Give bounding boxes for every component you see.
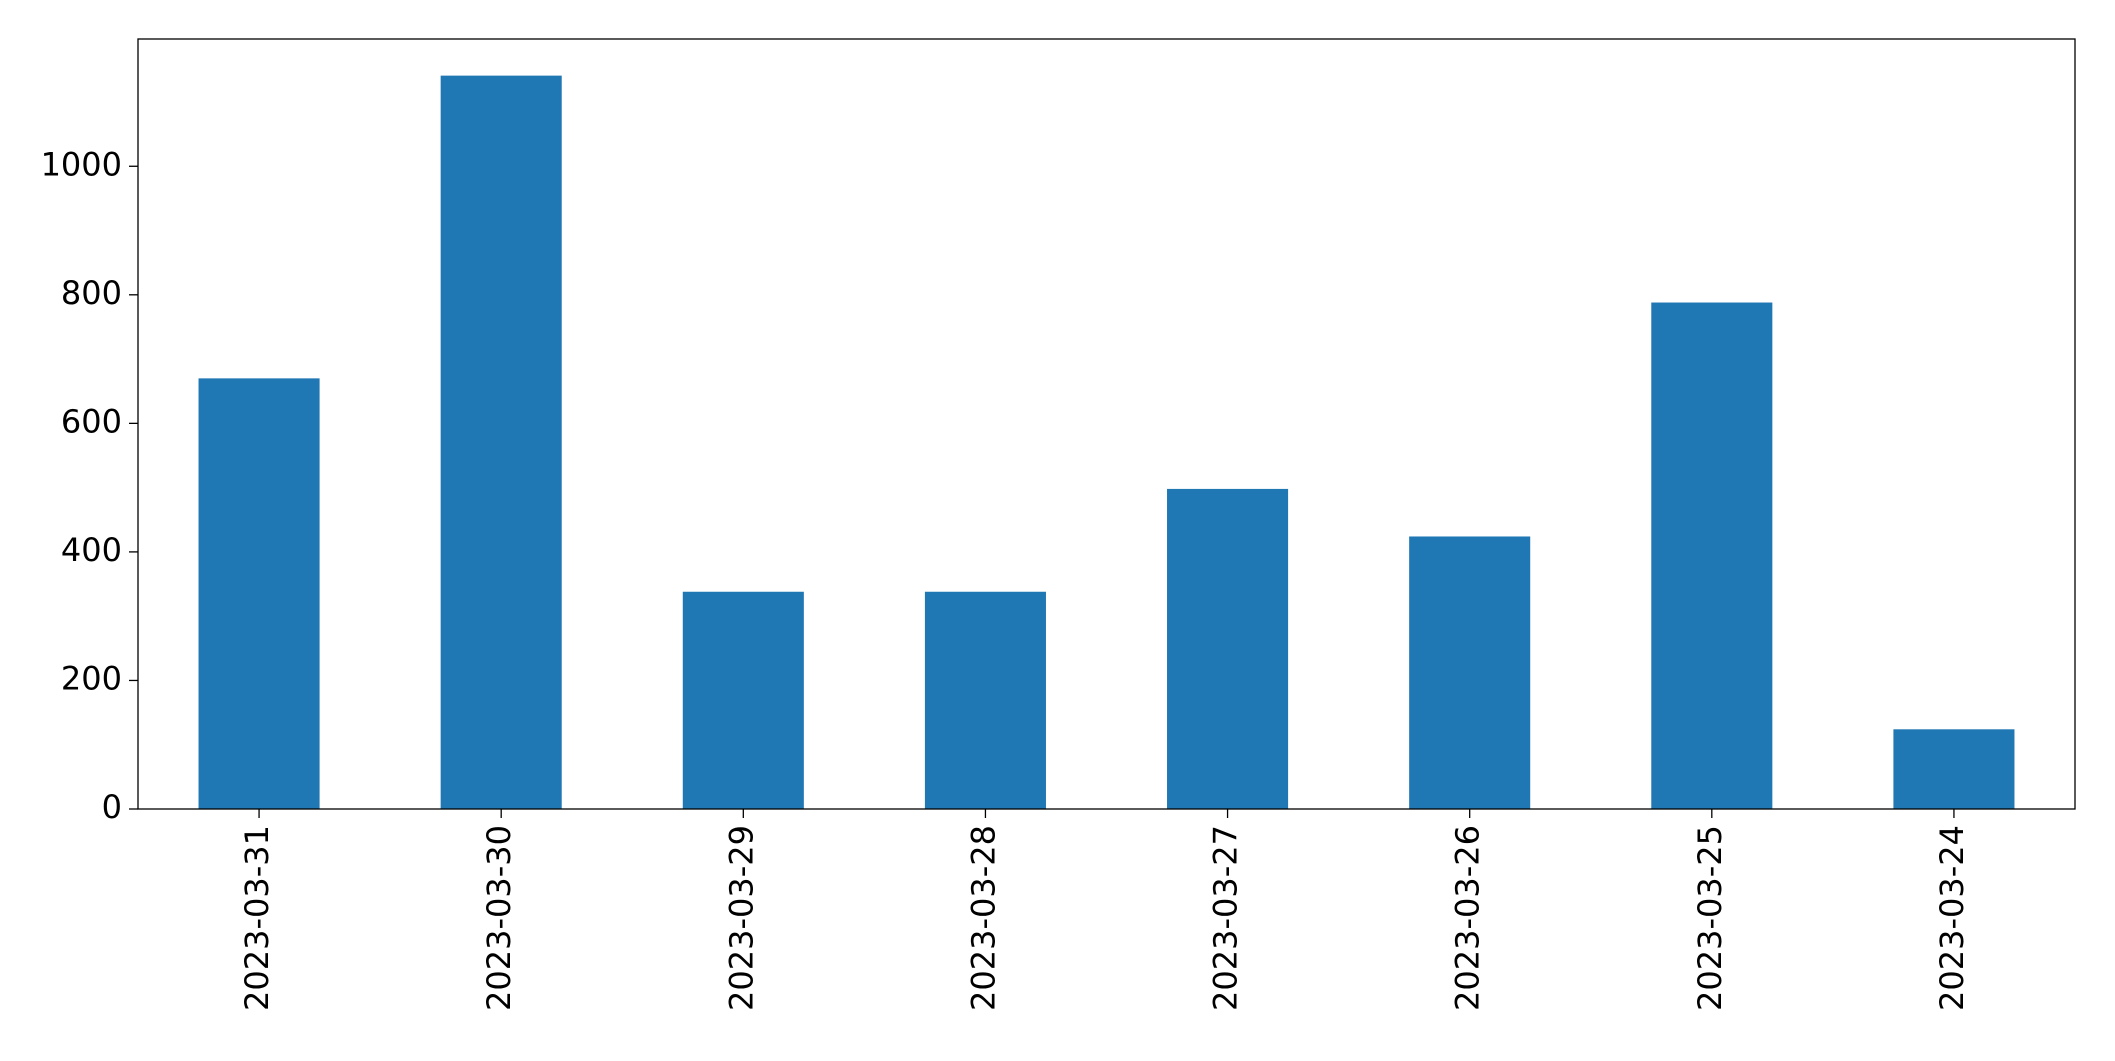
bar bbox=[1893, 729, 2015, 809]
bar bbox=[682, 591, 804, 809]
x-tick-label: 2023-03-30 bbox=[480, 825, 518, 1011]
y-tick-label: 600 bbox=[61, 402, 122, 440]
y-tick-label: 200 bbox=[61, 659, 122, 697]
x-tick-label: 2023-03-31 bbox=[238, 825, 276, 1011]
x-tick-label: 2023-03-27 bbox=[1207, 825, 1245, 1011]
y-tick-label: 0 bbox=[102, 788, 122, 826]
x-tick-label: 2023-03-25 bbox=[1691, 825, 1729, 1011]
x-tick-label: 2023-03-29 bbox=[722, 825, 760, 1011]
bar bbox=[1651, 302, 1773, 809]
bar bbox=[1409, 536, 1531, 809]
bar bbox=[198, 378, 320, 809]
bar bbox=[440, 75, 562, 810]
x-tick-label: 2023-03-26 bbox=[1449, 825, 1487, 1011]
y-tick-label: 1000 bbox=[41, 145, 122, 183]
x-tick-label: 2023-03-28 bbox=[964, 825, 1002, 1011]
bar bbox=[924, 591, 1046, 809]
y-tick-label: 400 bbox=[61, 531, 122, 569]
bar bbox=[1167, 488, 1289, 809]
y-tick-label: 800 bbox=[61, 274, 122, 312]
x-tick-label: 2023-03-24 bbox=[1933, 825, 1971, 1011]
plot-frame bbox=[137, 38, 2076, 810]
